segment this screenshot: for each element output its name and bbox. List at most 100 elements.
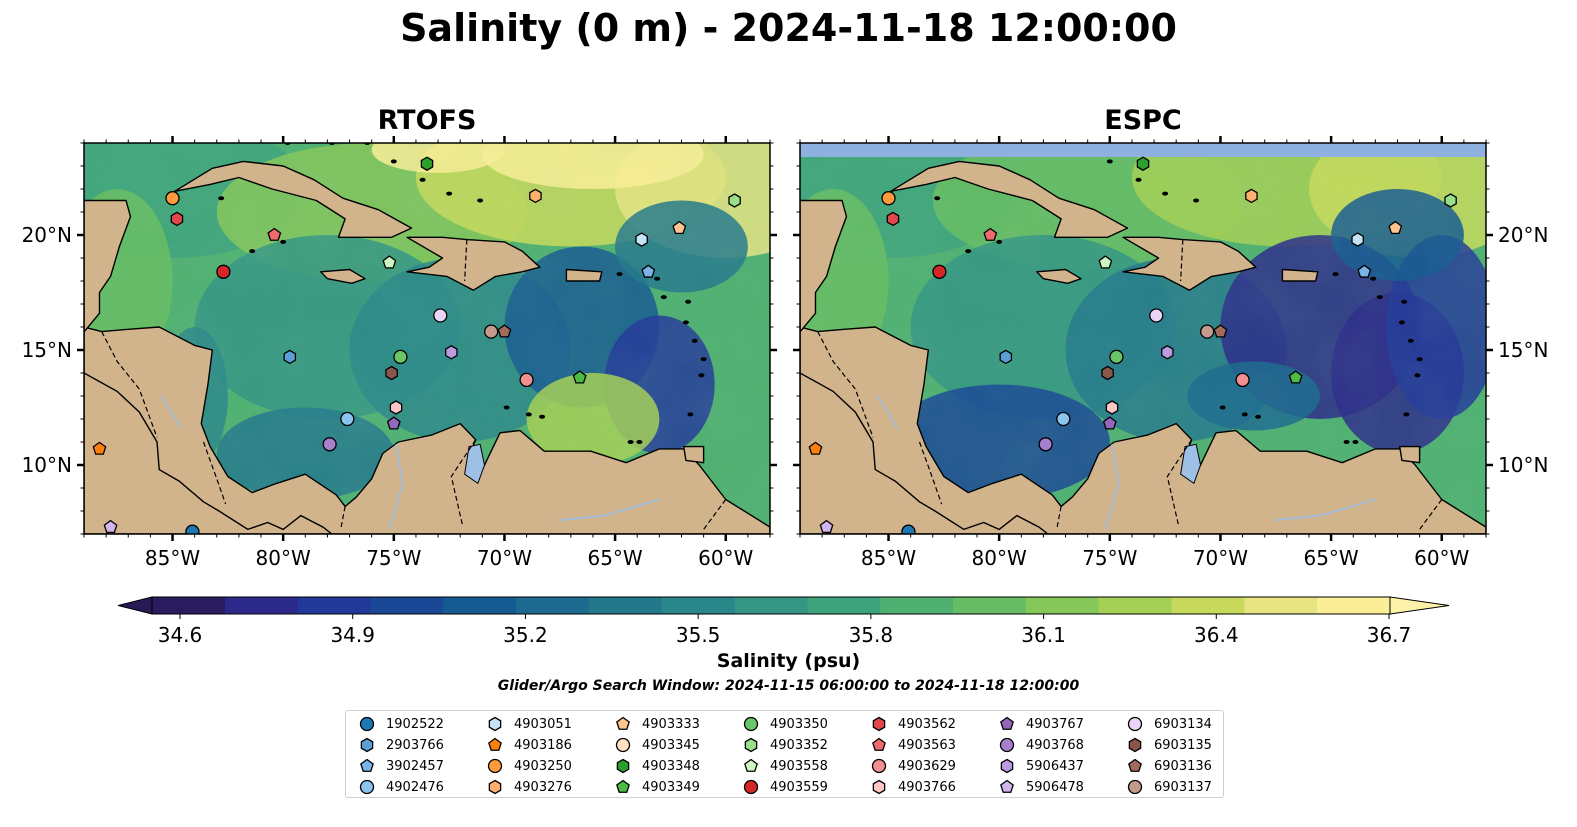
- lon-tick-label: 85°W: [145, 546, 200, 570]
- lat-tick-label: 15°N: [22, 338, 72, 362]
- map-panel-rtofs: 85°W 80°W 75°W 70°W 65°W 60°W 20°N 15°N 10°N: [22, 136, 777, 570]
- float-marker-4903558: [1098, 255, 1113, 269]
- float-marker-2903766: [999, 349, 1013, 365]
- panel-title-rtofs: RTOFS: [377, 105, 477, 136]
- land-trinidad: [1398, 445, 1421, 464]
- colorbar-tick-label: 36.1: [1021, 623, 1066, 647]
- float-marker-4903767: [1102, 416, 1117, 430]
- lon-tick-label: 75°W: [1082, 546, 1137, 570]
- legend-label: 6903136: [1154, 758, 1212, 774]
- float-marker-5906478: [103, 519, 118, 534]
- country-border: [1166, 439, 1193, 525]
- float-marker-4903349: [1288, 370, 1303, 384]
- country-border: [340, 506, 346, 530]
- legend-label: 5906478: [1026, 779, 1084, 795]
- float-marker-6903136: [497, 324, 512, 338]
- small-island: [934, 196, 941, 201]
- lat-tick-label: 20°N: [22, 223, 72, 247]
- hexagon-marker-icon: [360, 737, 374, 753]
- lat-tick-label: 20°N: [1498, 223, 1548, 247]
- float-marker-4903559: [932, 264, 947, 279]
- pentagon-marker-icon: [1000, 716, 1014, 730]
- map-panel-espc: 85°W 80°W 75°W 70°W 65°W 60°W 20°N 15°N 10°N: [793, 136, 1548, 570]
- nodata-strip: [800, 143, 1486, 157]
- legend-label: 4903350: [770, 716, 828, 732]
- lon-tick-label: 70°W: [1193, 546, 1248, 570]
- legend-label: 5906437: [1026, 758, 1084, 774]
- colorbar-segment: [1171, 597, 1245, 614]
- colorbar-segment: [370, 597, 444, 614]
- float-marker-6903134: [433, 308, 448, 323]
- legend-label: 4903333: [642, 716, 700, 732]
- country-border: [918, 441, 943, 505]
- small-island: [1416, 357, 1423, 362]
- float-marker-4903276: [529, 188, 542, 204]
- colorbar-segment: [297, 597, 371, 614]
- float-marker-4903562: [886, 211, 900, 227]
- land-yucatan: [800, 199, 848, 333]
- float-marker-4903352: [728, 193, 741, 208]
- float-marker-4903333: [1388, 220, 1403, 235]
- legend-item: 4903333: [614, 714, 700, 734]
- small-island: [1414, 373, 1421, 378]
- hexagon-marker-icon: [744, 737, 758, 753]
- float-marker-4903766: [1105, 400, 1119, 415]
- colorbar-extend-low: [117, 596, 153, 615]
- float-legend: 1902522 2903766 3902457 4902476 4903051 49031…: [345, 710, 1224, 798]
- small-island: [616, 272, 623, 277]
- legend-label: 4903559: [770, 779, 828, 795]
- float-marker-4903250: [881, 191, 896, 206]
- float-marker-4903559: [216, 264, 231, 279]
- legend-item: 4903767: [998, 714, 1084, 734]
- colorbar-label: Salinity (psu): [716, 650, 861, 672]
- float-marker-4903350: [393, 349, 408, 365]
- float-marker-4903349: [572, 370, 587, 384]
- lon-tick-label: 80°W: [972, 546, 1027, 570]
- small-island: [1255, 414, 1262, 419]
- lake-maracaibo: [1180, 443, 1202, 485]
- small-island: [1162, 191, 1169, 196]
- colorbar-tick-label: 34.9: [330, 623, 375, 647]
- float-marker-4903563: [983, 227, 998, 241]
- lat-tick-label: 15°N: [1498, 338, 1548, 362]
- main-title: Salinity (0 m) - 2024-11-18 12:00:00: [400, 6, 1177, 50]
- legend-label: 4903250: [514, 758, 572, 774]
- float-marker-4903767: [386, 416, 401, 430]
- legend-label: 4903186: [514, 737, 572, 753]
- legend-label: 1902522: [386, 716, 444, 732]
- colorbar-tick-label: 34.6: [158, 623, 203, 647]
- float-marker-4903348: [420, 156, 434, 171]
- legend-item: 4903559: [742, 777, 828, 797]
- small-island: [1106, 159, 1113, 164]
- circle-marker-icon: [487, 758, 503, 774]
- legend-item: 2903766: [358, 735, 444, 755]
- colorbar-segment: [152, 597, 226, 614]
- small-island: [503, 405, 510, 410]
- legend-item: 3902457: [358, 756, 444, 776]
- lon-tick-label: 65°W: [1303, 546, 1358, 570]
- legend-item: 1902522: [358, 714, 444, 734]
- small-island: [218, 196, 225, 201]
- lon-tick-label: 80°W: [256, 546, 311, 570]
- legend-item: 5906437: [998, 756, 1084, 776]
- legend-item: 4902476: [358, 777, 444, 797]
- legend-label: 4903276: [514, 779, 572, 795]
- lon-tick-label: 65°W: [587, 546, 642, 570]
- legend-item: 4903349: [614, 777, 700, 797]
- legend-item: 4903766: [870, 777, 956, 797]
- legend-label: 2903766: [386, 737, 444, 753]
- small-island: [1376, 295, 1383, 300]
- salinity-colorbar: 34.6 34.9 35.2 35.5 35.8 36.1 36.4 36.7: [117, 596, 1450, 647]
- land-puertoRico: [565, 268, 603, 282]
- colorbar-tick-label: 35.2: [503, 623, 548, 647]
- search-window-caption: Glider/Argo Search Window: 2024-11-15 06…: [497, 678, 1080, 694]
- legend-label: 4903766: [898, 779, 956, 795]
- land-yucatan: [84, 199, 132, 333]
- colorbar-tick-label: 35.8: [849, 623, 894, 647]
- map-frame: [83, 142, 771, 535]
- small-island: [1352, 440, 1359, 444]
- legend-item: 4903352: [742, 735, 828, 755]
- panel-title-espc: ESPC: [1104, 105, 1182, 136]
- legend-item: 4903558: [742, 756, 828, 776]
- hexagon-marker-icon: [1128, 737, 1142, 753]
